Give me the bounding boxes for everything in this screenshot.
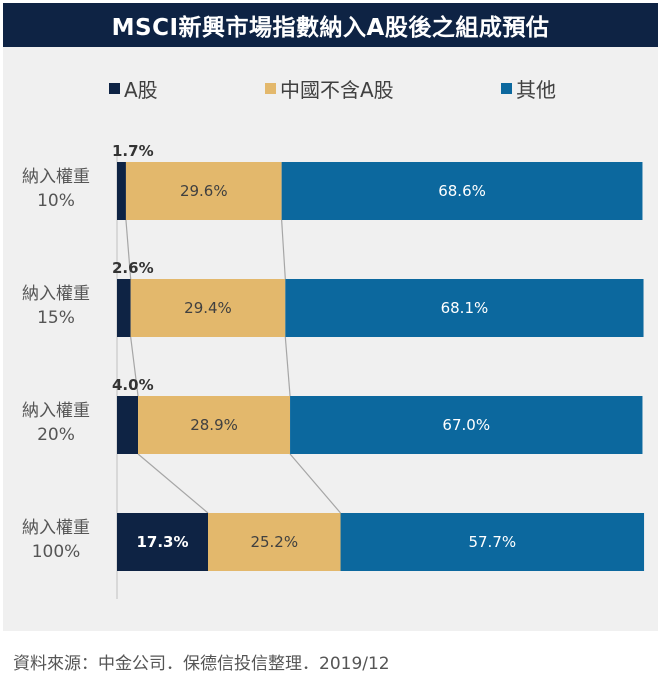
data-label-2-0: 68.6%: [438, 182, 486, 200]
chart-title: MSCI新興市場指數納入A股後之組成預估: [111, 15, 550, 41]
data-label-2-2: 67.0%: [442, 416, 490, 434]
series-connector-0-0: [125, 219, 132, 280]
bar-1-2: [138, 396, 291, 454]
bar-0-3: [117, 513, 208, 571]
bar-1-3: [207, 513, 341, 571]
data-label-1-0: 29.6%: [180, 182, 228, 200]
data-label-2-3: 57.7%: [468, 533, 516, 551]
data-label-0-3: 17.3%: [136, 533, 188, 551]
category-label-20-line2: 20%: [37, 425, 75, 445]
data-label-1-2: 28.9%: [190, 416, 238, 434]
category-label-10: 納入權重 10%: [3, 165, 109, 213]
title-bar: MSCI新興市場指數納入A股後之組成預估: [3, 3, 658, 47]
category-label-100-line1: 納入權重: [22, 518, 90, 538]
legend-label-others: 其他: [516, 77, 556, 102]
legend-item-a-share: A股: [109, 73, 158, 103]
legend-swatch-others: [501, 82, 512, 94]
series-connector-0-1: [281, 219, 286, 280]
series-connector-1-0: [130, 336, 139, 397]
bar-2-3: [340, 513, 645, 571]
bar-0-2: [117, 396, 139, 454]
data-label-0-1: 2.6%: [112, 259, 154, 277]
series-connector-1-1: [284, 336, 291, 397]
category-label-100-line2: 100%: [31, 542, 81, 562]
bar-2-1: [285, 279, 644, 337]
source-note: 資料來源：中金公司．保德信投信整理．2019/12: [13, 654, 390, 674]
category-label-20-line1: 納入權重: [22, 401, 90, 421]
legend-label-china-ex-a: 中國不含A股: [280, 77, 394, 102]
category-label-10-line2: 10%: [37, 191, 75, 211]
legend-swatch-china-ex-a: [265, 82, 276, 94]
stacked-bar-chart: 1.7% 29.6% 68.6% 2.6% 29.4% 68.1% 4.0% 28.9% 67.…: [112, 142, 645, 599]
data-label-0-0: 1.7%: [112, 142, 154, 160]
bar-2-2: [290, 396, 643, 454]
bar-0-1: [117, 279, 131, 337]
chart-panel: A股 中國不含A股 其他 納入權重 10% 納入權重 15% 納入權重 20% …: [3, 47, 658, 631]
legend-swatch-a-share: [109, 82, 120, 94]
data-label-1-1: 29.4%: [184, 299, 232, 317]
legend: A股 中國不含A股 其他: [3, 73, 658, 103]
bar-2-0: [281, 162, 643, 220]
series-connector-2-1: [289, 453, 342, 514]
bar-0-0: [117, 162, 126, 220]
legend-item-china-ex-a: 中國不含A股: [265, 73, 394, 103]
data-label-2-1: 68.1%: [441, 299, 489, 317]
bar-1-1: [130, 279, 286, 337]
category-label-100: 納入權重 100%: [3, 516, 109, 564]
category-label-20: 納入權重 20%: [3, 399, 109, 447]
data-label-1-3: 25.2%: [250, 533, 298, 551]
category-label-15: 納入權重 15%: [3, 282, 109, 330]
legend-item-others: 其他: [501, 73, 556, 103]
category-label-15-line2: 15%: [37, 308, 75, 328]
category-label-10-line1: 納入權重: [22, 167, 90, 187]
bar-1-0: [125, 162, 282, 220]
category-label-15-line1: 納入權重: [22, 284, 90, 304]
data-label-0-2: 4.0%: [112, 376, 154, 394]
series-connector-2-0: [137, 453, 209, 514]
legend-label-a-share: A股: [124, 77, 158, 102]
